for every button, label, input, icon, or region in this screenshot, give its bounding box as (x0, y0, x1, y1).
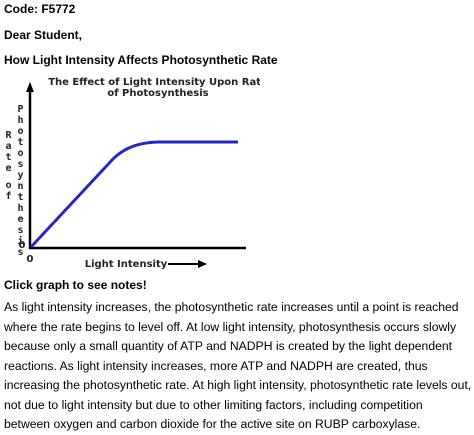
body-text: As light intensity increases, the photos… (4, 300, 472, 431)
x-label: Light Intensity (85, 259, 168, 270)
x-arrowhead (198, 260, 207, 268)
heading: How Light Intensity Affects Photosynthet… (4, 53, 278, 67)
y-arrow (26, 82, 34, 92)
greeting: Dear Student, (4, 28, 83, 42)
graph-title: The Effect of Light Intensity Upon Rate (48, 77, 260, 88)
graph[interactable]: The Effect of Light Intensity Upon Rate … (0, 72, 260, 272)
prompt[interactable]: Click graph to see notes! (4, 278, 147, 292)
y-label: Rate (3, 130, 14, 174)
y-label: of (3, 180, 14, 202)
y-origin: 0 (19, 240, 26, 251)
x-origin: 0 (27, 254, 34, 265)
code: Code: F5772 (4, 2, 76, 16)
graph-title: of Photosynthesis (107, 88, 208, 99)
curve (29, 140, 238, 249)
y-label: Photosynthesis (15, 104, 26, 258)
